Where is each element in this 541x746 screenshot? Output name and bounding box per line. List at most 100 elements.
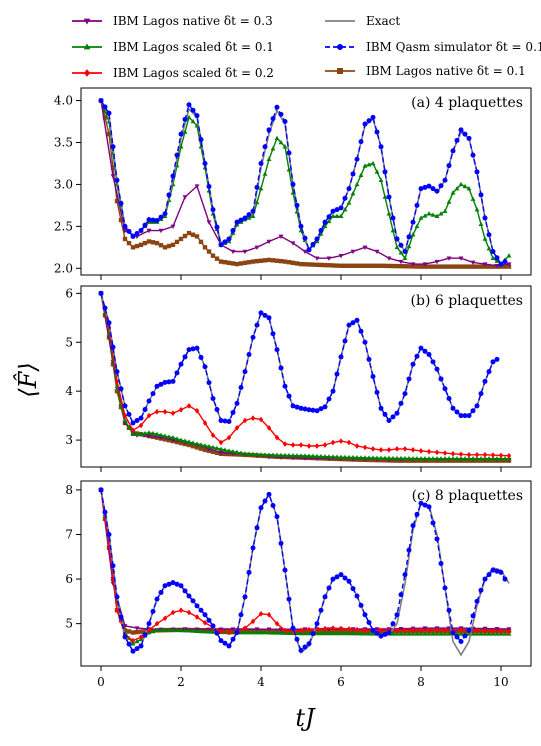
- data-point: [494, 264, 500, 269]
- data-point: [374, 263, 380, 268]
- data-point: [450, 450, 456, 457]
- data-point: [362, 263, 368, 268]
- data-point: [366, 263, 372, 268]
- data-point: [466, 456, 472, 461]
- data-point: [398, 263, 404, 269]
- data-point: [150, 628, 156, 634]
- data-point: [502, 456, 508, 461]
- data-point: [238, 385, 244, 391]
- data-point: [158, 627, 164, 632]
- data-point: [242, 625, 248, 631]
- data-point: [330, 208, 336, 214]
- data-point: [258, 258, 264, 263]
- data-point: [466, 451, 472, 458]
- data-point: [170, 224, 176, 230]
- panel-a: 2.0 2.5 3.0 3.5 4.0 (a) 4 plaquettes: [54, 87, 532, 280]
- data-point: [394, 236, 400, 242]
- data-point: [322, 404, 328, 410]
- data-point: [394, 455, 400, 461]
- data-point: [274, 104, 280, 110]
- data-point: [178, 607, 184, 614]
- data-point: [250, 259, 256, 264]
- data-point: [238, 261, 244, 266]
- data-point: [434, 264, 440, 269]
- data-point: [418, 447, 424, 454]
- legend-label: Exact: [366, 14, 400, 28]
- data-point: [198, 239, 204, 245]
- data-point: [406, 631, 412, 636]
- data-point: [502, 628, 508, 633]
- y-tick-label: 5: [65, 617, 73, 631]
- data-point: [174, 439, 180, 445]
- data-point: [130, 630, 136, 635]
- data-point: [302, 249, 308, 255]
- data-point: [114, 199, 120, 204]
- data-point: [378, 627, 384, 634]
- data-point: [346, 454, 352, 460]
- data-point: [494, 568, 500, 574]
- data-point: [270, 116, 276, 122]
- data-point: [134, 638, 140, 644]
- data-point: [214, 630, 220, 636]
- legend-item-ibm-lagos-native-t-0-3: IBM Lagos native δt = 0.3: [72, 14, 273, 28]
- data-point: [114, 378, 120, 385]
- data-point: [226, 434, 232, 441]
- data-point: [306, 641, 312, 647]
- data-point: [226, 643, 232, 649]
- data-point: [178, 627, 184, 633]
- data-point: [462, 456, 468, 461]
- data-point: [126, 411, 132, 417]
- data-point: [470, 196, 476, 201]
- data-point: [410, 262, 416, 267]
- data-point: [494, 255, 500, 261]
- data-point: [442, 456, 448, 461]
- data-point: [238, 629, 244, 635]
- data-point: [402, 572, 408, 578]
- data-point: [238, 450, 244, 455]
- data-point: [186, 593, 192, 599]
- data-point: [146, 430, 152, 435]
- data-point: [422, 502, 428, 508]
- data-point: [490, 359, 496, 365]
- data-point: [490, 458, 496, 463]
- data-point: [206, 443, 212, 449]
- data-point: [198, 354, 204, 360]
- data-point: [402, 627, 408, 634]
- data-point: [422, 262, 428, 267]
- data-point: [446, 607, 452, 613]
- data-point: [334, 263, 340, 268]
- data-point: [226, 629, 232, 636]
- data-point: [422, 456, 428, 461]
- data-point: [202, 629, 208, 634]
- data-point: [246, 215, 252, 220]
- data-point: [174, 627, 180, 632]
- data-point: [410, 232, 416, 237]
- data-point: [258, 505, 264, 511]
- data-point: [370, 631, 376, 636]
- data-point: [330, 630, 336, 636]
- data-point: [178, 437, 184, 442]
- data-point: [294, 636, 300, 642]
- legend-item-ibm-qasm-simulator-t-0-1: IBM Qasm simulator δt = 0.1: [325, 40, 541, 54]
- data-point: [438, 211, 444, 216]
- data-point: [442, 450, 448, 456]
- data-point: [254, 322, 260, 328]
- data-point: [410, 219, 416, 225]
- data-point: [234, 400, 240, 406]
- data-point: [302, 235, 308, 241]
- data-point: [494, 356, 500, 362]
- data-point: [150, 391, 156, 397]
- data-point: [362, 339, 368, 345]
- data-point: [202, 619, 208, 626]
- data-point: [222, 640, 228, 646]
- data-point: [426, 351, 432, 357]
- legend-item-exact: Exact: [325, 14, 400, 28]
- data-point: [302, 644, 308, 650]
- data-point: [114, 177, 120, 183]
- x-tick-label: 2: [177, 675, 185, 689]
- data-point: [298, 647, 304, 653]
- data-point: [486, 369, 492, 375]
- data-point: [154, 627, 160, 633]
- data-point: [214, 407, 220, 413]
- data-point: [338, 213, 344, 219]
